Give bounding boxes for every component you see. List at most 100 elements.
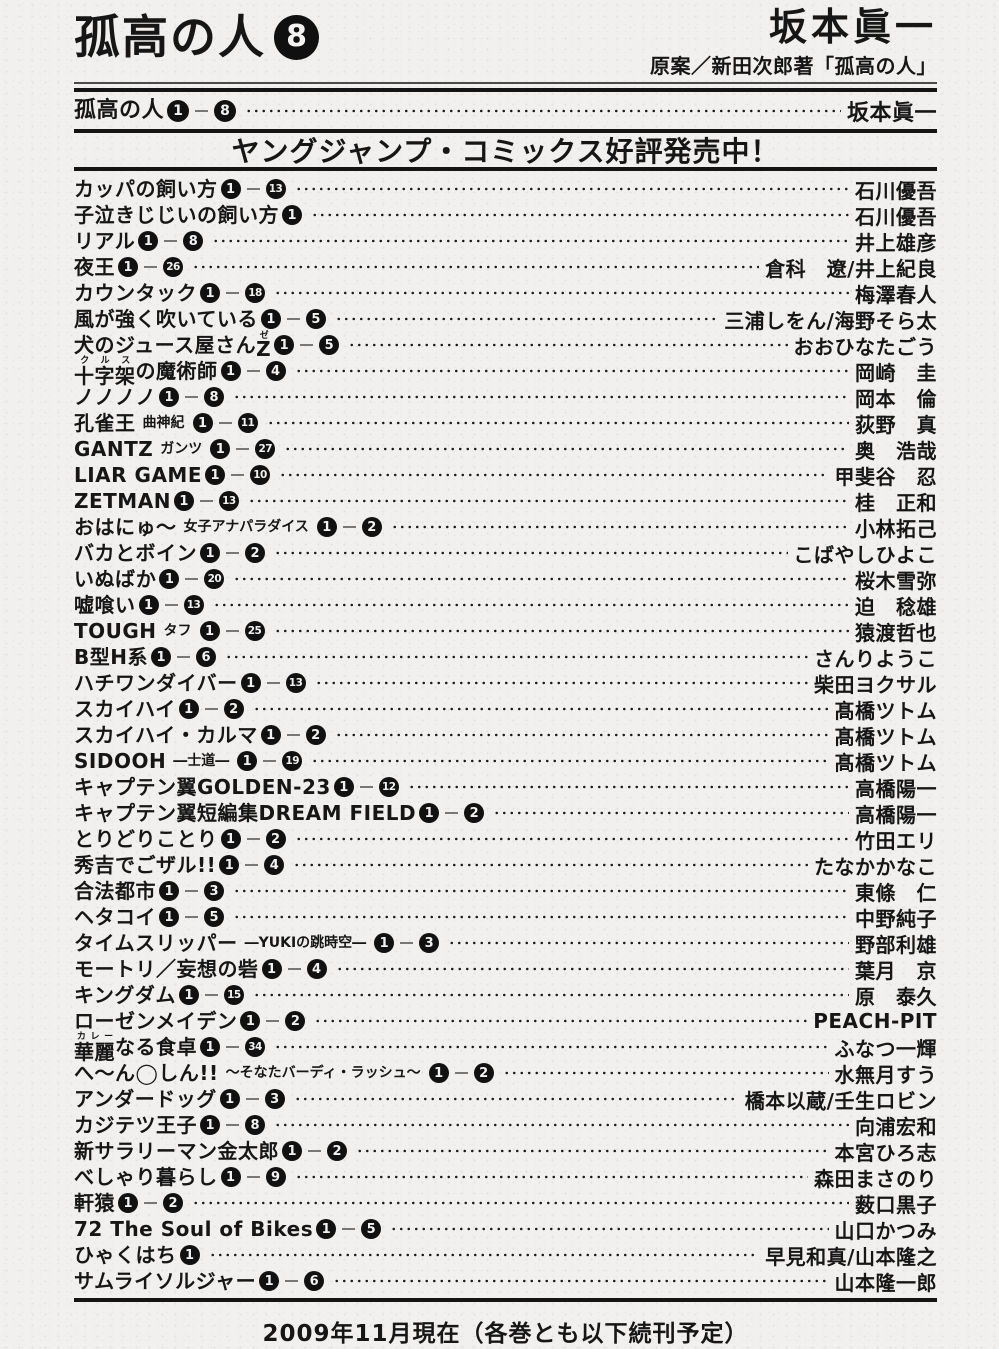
title-part: キングダム [74,983,176,1007]
volume-range: 1 [282,205,302,225]
dotted-leader [274,1034,829,1060]
title-part: 犬のジュース屋さん [74,333,257,357]
volume-badge: 25 [244,621,265,641]
dotted-leader [252,696,829,722]
volume-range: 1 20 [159,569,225,589]
dotted-leader [335,956,849,982]
volume-badge: 1 [260,725,281,745]
dotted-leader [294,176,849,202]
list-item: アンダードッグ 1 3 橋本以蔵/壬生ロビン [74,1086,937,1113]
book-title: アンダードッグ [74,1089,217,1109]
list-item: 孤高の人 1 8 坂本眞一 [74,92,937,129]
title-part: ガンツ [160,441,203,457]
title-part: 華麗カレー [74,1032,116,1062]
volume-badge: 6 [304,1271,325,1291]
title-part: 軒猿 [74,1191,115,1215]
dotted-leader [233,384,849,410]
banner: ヤングジャンプ・コミックス好評発売中！ [74,133,937,168]
title-part: 孔雀王 [74,411,136,435]
volume-range: 1 11 [192,413,258,433]
volume-badge: 5 [361,1219,382,1239]
list-item: サムライソルジャー 1 6 山本隆一郎 [74,1268,937,1295]
author-name: 野部利雄 [855,932,937,957]
range-dash [231,474,244,476]
original-credit: 原案／新田次郎著「孤高の人」 [650,53,937,78]
volume-badge: 1 [205,465,225,485]
range-dash [176,656,190,658]
dotted-leader [314,670,808,696]
volume-range: 1 18 [200,283,265,303]
volume-badge: 2 [473,1063,494,1083]
volume-badge: 1 [220,829,241,849]
author-name: 石川優吾 [855,178,937,203]
volume-badge: 3 [419,933,440,953]
range-dash [454,1072,468,1074]
author-name: 荻野 真 [855,412,937,437]
list-item: いぬばか 1 20 桜木雪弥 [74,566,937,593]
dotted-leader [293,852,808,878]
list-item: タイムスリッパー ―YUKIの跳時空― 1 3 野部利雄 [74,930,937,957]
volume-badge: 3 [264,1089,285,1109]
range-dash [246,188,260,190]
title-part: の魔術師 [135,359,218,383]
dotted-leader [212,592,849,618]
list-item: GANTZ ガンツ 1 27 奥 浩哉 [74,436,937,463]
book-title: LIAR GAME [74,465,202,485]
title-part: バカとボイン [74,541,197,565]
title-part: 風が強く吹いている [74,307,258,331]
dotted-leader [224,644,808,670]
range-dash [342,1228,356,1230]
range-dash [204,994,218,996]
list-item: ハチワンダイバー 1 13 柴田ヨクサル [74,670,937,697]
dotted-leader [266,410,849,436]
volume-badge: 20 [204,569,225,589]
book-title: モートリ／妄想の砦 [74,959,259,979]
title-part: なる食卓 [115,1035,197,1059]
book-title: カジテツ王子 [74,1115,197,1135]
title-part: Zゼ [256,331,272,359]
volume-badge: 1 [237,751,258,771]
author-name: たなかかなこ [814,854,937,879]
author-name: 薮口黒子 [855,1192,937,1217]
list-item: ノノノノ 1 8 岡本 倫 [74,384,937,411]
author-name: こばやしひよこ [793,542,937,567]
volume-badge: 1 [200,1115,220,1135]
title-part: カジテツ王子 [74,1113,197,1137]
book-title: キングダム [74,985,176,1005]
list-item: LIAR GAME 1 10 甲斐谷 忍 [74,462,937,489]
volume-badge: 18 [245,283,265,303]
list-item: ローゼンメイデン 1 2 PEACH-PIT [74,1008,937,1034]
range-dash [225,630,239,632]
volume-range: 1 [179,1245,200,1265]
dotted-leader [294,1164,808,1190]
list-item: TOUGH タフ 1 25 猿渡哲也 [74,618,937,645]
volume-badge: 1 [261,959,282,979]
volume-range: 1 34 [200,1037,265,1057]
volume-badge: 1 [179,1245,200,1265]
range-dash [204,708,218,710]
author-name: PEACH-PIT [813,1009,937,1033]
volume-badge: 1 [118,257,138,277]
title-part: LIAR GAME [74,463,202,487]
author-name: 山本隆一郎 [834,1270,937,1295]
title-part: B型H系 [74,645,148,669]
title-part: ―YUKIの跳時空― [244,935,367,951]
list-item: とりどりことり 1 2 竹田エリ [74,826,937,853]
volume-badge: 2 [327,1141,347,1161]
list-item: 孔雀王 曲神紀 1 11 荻野 真 [74,410,937,437]
volume-range: 1 13 [220,179,286,199]
dotted-leader [233,566,849,592]
range-dash [199,500,213,502]
title-part: タイムスリッパー [74,931,238,955]
title-part: 女子アナパラダイス [183,519,309,535]
list-item: ヘタコイ 1 5 中野純子 [74,904,937,931]
dotted-leader [245,92,841,129]
dotted-leader [333,1268,829,1294]
title-part: ハチワンダイバー [74,671,238,695]
